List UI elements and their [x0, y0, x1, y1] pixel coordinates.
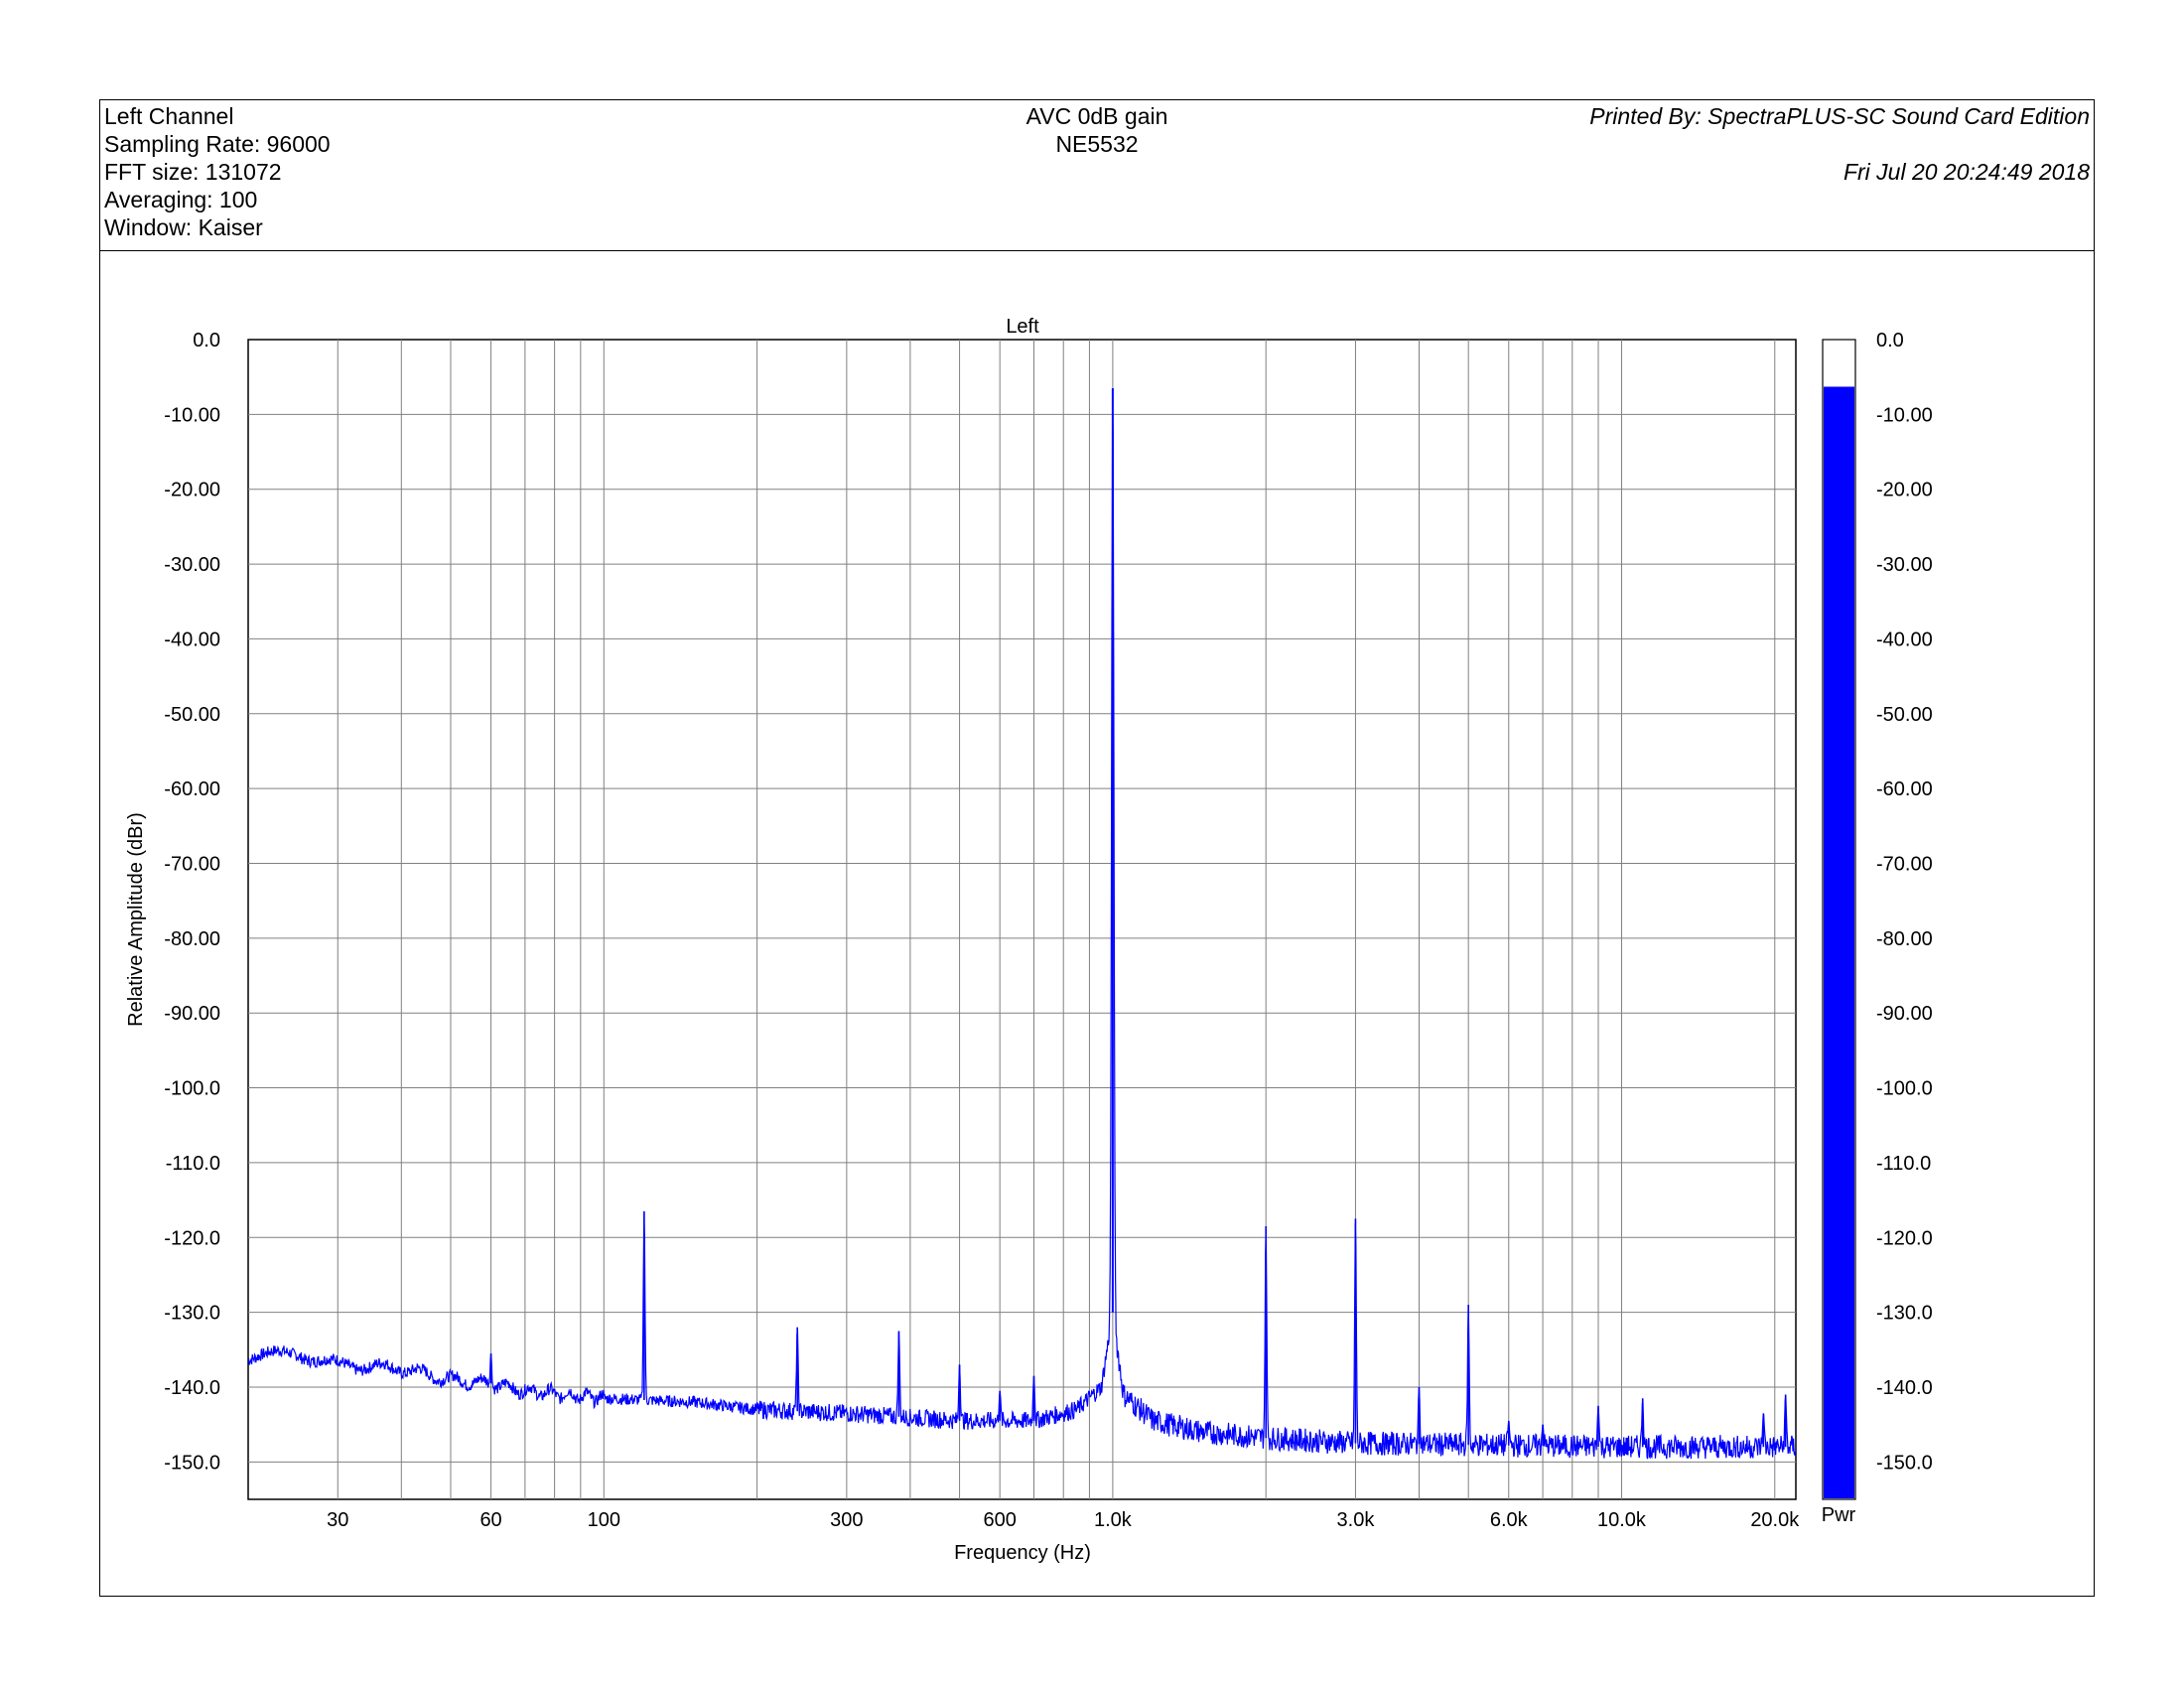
x-tick-label: 100 [588, 1509, 620, 1531]
meter-tick-label: -110.0 [1876, 1153, 1931, 1175]
spectrum-line [247, 408, 1797, 1460]
y-tick-label: -20.00 [164, 480, 220, 501]
y-tick-label: -120.0 [164, 1227, 220, 1249]
channel-label: Left Channel [104, 103, 234, 129]
x-tick-label: 10.0k [1597, 1509, 1647, 1531]
meter-tick-label: -70.00 [1876, 853, 1933, 875]
meter-tick-label: -40.00 [1876, 629, 1933, 650]
x-tick-label: 600 [983, 1509, 1016, 1531]
meter-tick-label: -140.0 [1876, 1377, 1933, 1399]
y-tick-label: -110.0 [166, 1153, 220, 1175]
report-header: Left Channel Sampling Rate: 96000 FFT si… [100, 100, 2094, 251]
x-tick-label: 6.0k [1490, 1509, 1529, 1531]
x-tick-label: 3.0k [1337, 1509, 1376, 1531]
averaging: Averaging: 100 [104, 187, 258, 212]
y-tick-label: -70.00 [164, 853, 220, 875]
spectrum-trace [247, 387, 1797, 1460]
power-meter-label: Pwr [1822, 1504, 1856, 1526]
test-title: AVC 0dB gain [1025, 103, 1168, 129]
y-tick-label: -150.0 [164, 1452, 220, 1474]
device-name: NE5532 [1055, 131, 1139, 157]
y-tick-label: -80.00 [164, 928, 220, 950]
y-axis-label: Relative Amplitude (dBr) [125, 812, 147, 1027]
meter-tick-label: -130.0 [1876, 1303, 1933, 1325]
meter-tick-label: -10.00 [1876, 404, 1933, 426]
y-tick-label: -100.0 [164, 1078, 220, 1100]
meter-tick-labels: 0.0 -10.00 -20.00 -30.00 -40.00 -50.00 -60.00 -… [1876, 330, 1933, 1474]
meter-tick-label: 0.0 [1876, 330, 1904, 352]
window-type: Window: Kaiser [104, 214, 263, 240]
y-tick-label: -130.0 [164, 1303, 220, 1325]
meter-tick-label: -20.00 [1876, 480, 1933, 501]
y-tick-label: 0.0 [193, 330, 220, 352]
x-tick-label: 30 [327, 1509, 348, 1531]
printed-by: Printed By: SpectraPLUS-SC Sound Card Ed… [1589, 103, 2090, 129]
y-tick-label: -140.0 [164, 1377, 220, 1399]
x-tick-label: 1.0k [1094, 1509, 1133, 1531]
y-tick-labels: 0.0 -10.00 -20.00 -30.00 -40.00 -50.00 -60.00 -… [164, 330, 220, 1474]
fft-size: FFT size: 131072 [104, 159, 282, 185]
y-tick-label: -40.00 [164, 629, 220, 650]
print-frame: Left Channel Sampling Rate: 96000 FFT si… [99, 99, 2095, 1597]
meter-tick-label: -50.00 [1876, 704, 1933, 726]
plot-area [247, 339, 1797, 1500]
y-tick-label: -90.00 [164, 1003, 220, 1025]
x-tick-label: 60 [479, 1509, 501, 1531]
power-meter-fill [1824, 386, 1854, 1499]
meter-tick-label: -150.0 [1876, 1452, 1933, 1474]
y-tick-label: -10.00 [164, 404, 220, 426]
meter-tick-label: -30.00 [1876, 554, 1933, 576]
sampling-rate: Sampling Rate: 96000 [104, 131, 331, 157]
meter-tick-label: -90.00 [1876, 1003, 1933, 1025]
meter-tick-label: -100.0 [1876, 1078, 1933, 1100]
meter-tick-label: -60.00 [1876, 778, 1933, 800]
y-tick-label: -60.00 [164, 778, 220, 800]
x-tick-label: 20.0k [1750, 1509, 1800, 1531]
y-tick-label: -50.00 [164, 704, 220, 726]
x-tick-label: 300 [830, 1509, 863, 1531]
print-timestamp: Fri Jul 20 20:24:49 2018 [1843, 159, 2090, 185]
x-axis-label: Frequency (Hz) [954, 1542, 1091, 1564]
y-tick-label: -30.00 [164, 554, 220, 576]
meter-tick-label: -80.00 [1876, 928, 1933, 950]
x-tick-labels: 30 60 100 300 600 1.0k 3.0k 6.0k 10.0k 20.0k [327, 1509, 1800, 1531]
chart-title: Left [1006, 316, 1039, 338]
meter-tick-label: -120.0 [1876, 1227, 1933, 1249]
